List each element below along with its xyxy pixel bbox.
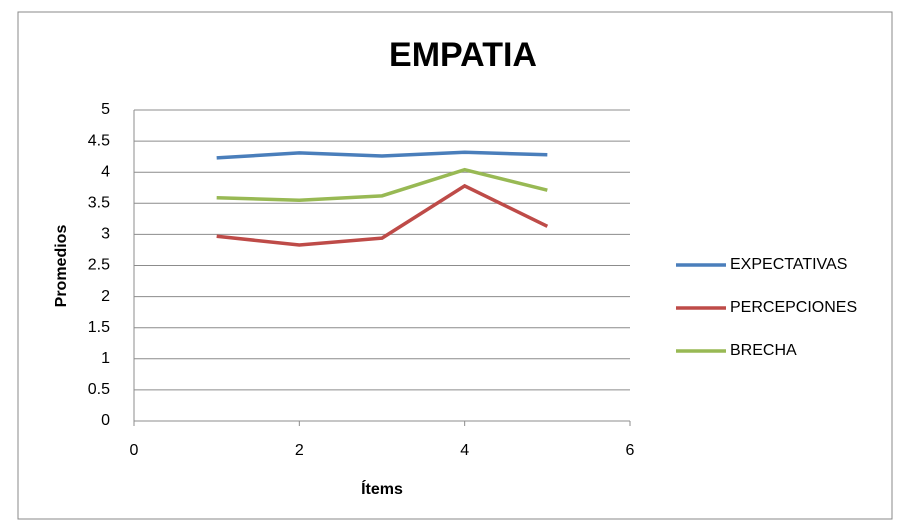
y-tick-label: 2 — [101, 288, 110, 305]
x-tick-label: 0 — [130, 442, 139, 459]
y-tick-label: 0.5 — [88, 381, 110, 398]
x-tick-label: 2 — [295, 442, 304, 459]
series-line — [216, 183, 549, 247]
x-tick-label: 6 — [626, 442, 635, 459]
legend-label: PERCEPCIONES — [730, 299, 857, 316]
y-tick-label: 4 — [101, 163, 110, 180]
y-tick-label: 3 — [101, 226, 110, 243]
y-tick-label: 3.5 — [88, 195, 110, 212]
series-line — [216, 167, 548, 202]
series-line — [216, 150, 548, 160]
chart-title: EMPATIA — [389, 36, 537, 74]
legend-label: EXPECTATIVAS — [730, 256, 847, 273]
y-axis-label: Promedios — [53, 225, 70, 308]
y-tick-label: 1 — [101, 350, 110, 367]
y-tick-label: 1.5 — [88, 319, 110, 336]
x-axis-label: Ítems — [361, 479, 403, 498]
y-tick-label: 0 — [101, 412, 110, 429]
legend-label: BRECHA — [730, 342, 797, 359]
y-tick-label: 5 — [101, 101, 110, 118]
y-tick-label: 4.5 — [88, 132, 110, 149]
x-tick-label: 4 — [460, 442, 469, 459]
y-tick-label: 2.5 — [88, 257, 110, 274]
